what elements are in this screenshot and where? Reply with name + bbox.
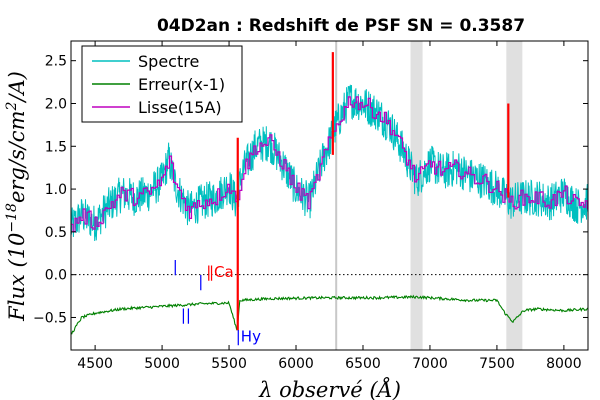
- legend-label-lisse: Lisse(15A): [138, 98, 222, 117]
- legend-label-spectre: Spectre: [138, 52, 199, 71]
- y-tick-label-6: 2.5: [45, 54, 67, 70]
- chart-title: 04D2an : Redshift de PSF SN = 0.3587: [157, 16, 525, 36]
- x-tick-label-5: 7000: [412, 356, 448, 372]
- x-tick-label-7: 8000: [546, 356, 582, 372]
- plot-frame: [70, 40, 589, 351]
- x-axis-label: λ observé (Å): [258, 377, 401, 400]
- y-tick-label-4: 1.5: [45, 139, 67, 155]
- y-axis-label-exp: −18: [4, 203, 20, 233]
- telluric-band-0: [410, 41, 423, 350]
- annotation-4: |Ca: [209, 263, 234, 281]
- annotation-0: |: [173, 257, 178, 275]
- x-axis-ticks: 4500 5000 5500 6000 6500 7000 7500 8000: [77, 41, 582, 372]
- y-axis-label-part-a: Flux (10: [5, 233, 29, 322]
- y-tick-label-3: 1.0: [45, 182, 67, 198]
- annotation-2: ||: [181, 306, 191, 324]
- red-spikes: [236, 52, 510, 331]
- x-tick-label-4: 6500: [345, 356, 381, 372]
- telluric-bands: [410, 41, 523, 350]
- legend-label-erreur: Erreur(x-1): [138, 75, 225, 94]
- x-tick-label-1: 5000: [144, 356, 180, 372]
- annotation-1: |: [198, 273, 203, 291]
- telluric-band-1: [506, 41, 523, 350]
- y-tick-label-2: 0.5: [45, 225, 67, 241]
- y-axis-label-exp2: 2: [4, 102, 20, 112]
- y-axis-label-part-c: /A): [5, 71, 29, 103]
- y-tick-label-0: −0.5: [33, 310, 67, 326]
- y-axis-label: Flux (10−18erg/s/cm2/A): [4, 71, 29, 322]
- x-tick-label-0: 4500: [77, 356, 113, 372]
- annotation-3: |: [206, 263, 211, 281]
- legend: Spectre Erreur(x-1) Lisse(15A): [81, 45, 243, 123]
- series-line-lisse: [71, 96, 588, 233]
- y-tick-label-1: 0.0: [45, 268, 67, 284]
- annotation-5: |Hy: [236, 327, 261, 345]
- x-tick-label-2: 5500: [211, 356, 247, 372]
- series-lines: [71, 84, 588, 335]
- x-tick-label-6: 7500: [479, 356, 515, 372]
- series-line-erreur: [71, 294, 588, 335]
- line-annotations: ||||||Ca|Hy: [173, 257, 261, 345]
- y-axis-ticks: −0.5 0.0 0.5 1.0 1.5 2.0 2.5: [33, 54, 588, 326]
- x-tick-label-3: 6000: [278, 356, 314, 372]
- y-axis-label-part-b: erg/s/cm: [5, 111, 29, 204]
- y-tick-label-5: 2.0: [45, 96, 67, 112]
- legend-box: [81, 45, 243, 123]
